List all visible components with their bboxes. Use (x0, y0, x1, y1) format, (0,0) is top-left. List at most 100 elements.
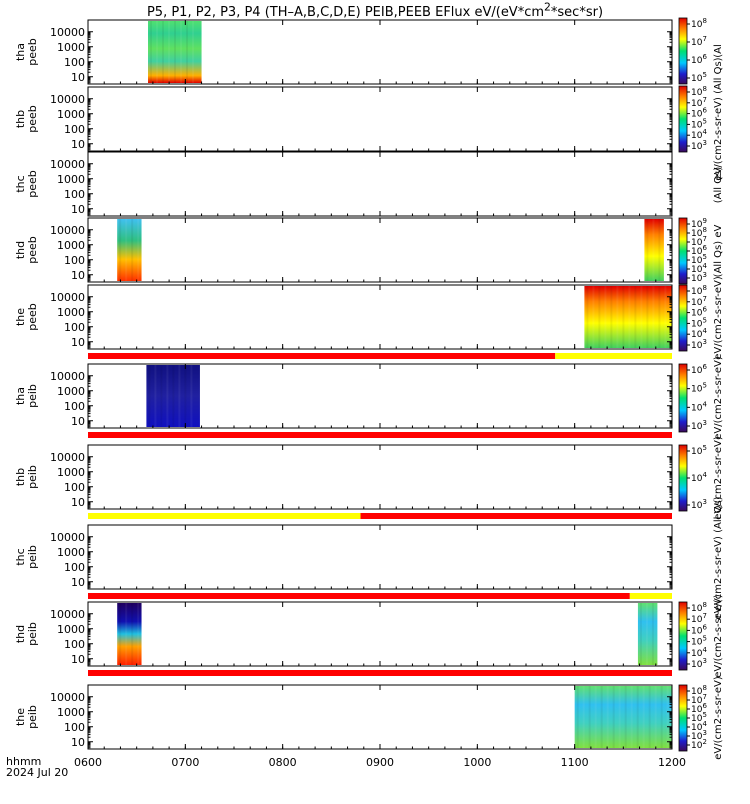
y-tick-label: 10000 (50, 608, 85, 621)
y-axis-label-instrument: peeb (26, 303, 39, 331)
spectrogram-texture (160, 365, 163, 427)
y-tick-label: 10 (71, 269, 85, 282)
colorbar-label: eV/(cm2-s-sr-eV) (713, 276, 724, 360)
colorbar-tick-exponent: 3 (702, 419, 706, 427)
colorbar-tick-exponent: 8 (702, 226, 706, 234)
colorbar-label: (All Qs) eV (713, 225, 724, 278)
spectrogram-block (146, 365, 200, 427)
y-tick-label: 10000 (50, 158, 85, 171)
panel-frame (87, 86, 673, 152)
spectrogram-texture (618, 686, 621, 748)
y-tick-label: 100 (64, 123, 85, 136)
colorbar (678, 284, 688, 352)
spectrogram-texture (174, 21, 177, 83)
y-axis-label-probe: thc (14, 548, 27, 565)
colorbar-label: eV/(cm2-s-sr-eV) (All Qs) (713, 496, 724, 619)
y-tick-label: 100 (64, 56, 85, 69)
colorbar-tick-label: 104 (691, 400, 707, 413)
colorbar-tick-exponent: 8 (702, 601, 706, 609)
colorbar-label: (Al (713, 44, 724, 58)
spectrogram-texture (628, 286, 631, 348)
flag-bar-segment (88, 432, 672, 438)
x-tick-label: 0700 (171, 756, 199, 769)
colorbar-tick-exponent: 8 (702, 684, 706, 692)
y-axis-label-probe: thb (14, 468, 27, 486)
y-tick-label: 10 (71, 576, 85, 589)
spectrogram-texture (652, 286, 655, 348)
spectrogram-texture (125, 219, 128, 281)
spectrogram-texture (137, 603, 140, 665)
spectrogram-texture (148, 365, 151, 427)
spectrogram-texture (178, 365, 181, 427)
colorbar-label: eV/(cm2-s-sr-eV) (All Qs) (713, 57, 724, 180)
colorbar-tick-exponent: 2 (702, 738, 706, 746)
y-tick-label: 1000 (57, 41, 85, 54)
colorbar-tick-label: 105 (691, 382, 707, 395)
y-tick-label: 100 (64, 481, 85, 494)
colorbar-tick-label: 106 (691, 363, 707, 376)
panel-frame (87, 524, 673, 590)
colorbar-tick-exponent: 5 (702, 316, 706, 324)
y-tick-label: 100 (64, 561, 85, 574)
colorbar-tick-exponent: 5 (702, 382, 706, 390)
spectrogram-texture (184, 365, 187, 427)
colorbar-tick-exponent: 6 (702, 53, 707, 61)
y-axis-label-instrument: peib (26, 545, 39, 569)
colorbar-tick-exponent: 3 (702, 271, 706, 279)
colorbar (678, 217, 688, 285)
colorbar (678, 17, 688, 85)
y-axis-label-probe: thd (14, 625, 27, 643)
y-tick-label: 10000 (50, 291, 85, 304)
spectrogram-texture (642, 686, 645, 748)
spectrogram-texture (666, 686, 669, 748)
spectrogram-block (637, 603, 658, 665)
colorbar-tick-exponent: 5 (702, 711, 706, 719)
colorbar-tick-exponent: 6 (702, 702, 707, 710)
colorbar-tick-label: 105 (691, 71, 707, 84)
colorbar (678, 85, 688, 153)
y-tick-label: 1000 (57, 546, 85, 559)
spectrogram-texture (658, 219, 661, 281)
colorbar-tick-exponent: 4 (702, 128, 707, 136)
spectrogram-texture (634, 286, 637, 348)
y-tick-label: 10000 (50, 26, 85, 39)
spectrogram-texture (604, 286, 607, 348)
panel-frame (87, 601, 673, 667)
spectrogram-block (117, 603, 142, 665)
spectrogram-texture (624, 686, 627, 748)
colorbar-tick-exponent: 5 (702, 117, 706, 125)
y-tick-label: 1000 (57, 466, 85, 479)
x-tick-label: 0600 (74, 756, 102, 769)
spectrogram-texture (654, 686, 657, 748)
spectrogram-texture (586, 286, 589, 348)
panel-thc-peib: 10 100 1000 10000 thc peib eV/(cm2-s-sr-eV) (A… (14, 496, 724, 619)
flag-bar-segment (360, 513, 672, 519)
colorbar-tick-label: 107 (691, 35, 707, 48)
colorbar-tick-exponent: 6 (702, 363, 707, 371)
spectrogram-texture (594, 686, 597, 748)
colorbar (678, 601, 688, 671)
colorbar-tick-exponent: 4 (702, 471, 707, 479)
spectrogram-texture (131, 219, 134, 281)
y-tick-label: 1000 (57, 706, 85, 719)
spectrogram-texture (658, 286, 661, 348)
spectrogram-texture (645, 603, 648, 665)
footer-time-label: hhmm 2024 Jul 20 (6, 756, 68, 778)
colorbar-label: eV/(cm2-s-sr-eV) (713, 356, 724, 440)
y-tick-label: 10000 (50, 224, 85, 237)
y-tick-label: 100 (64, 188, 85, 201)
y-tick-label: 10000 (50, 451, 85, 464)
spectrogram-texture (610, 286, 613, 348)
colorbar-tick-label: 103 (691, 498, 707, 511)
spectrogram-texture (651, 603, 654, 665)
panel-thc-peeb: 10 100 1000 10000 thc peeb (All Qs) (14, 151, 724, 217)
spectrogram-texture (150, 21, 153, 83)
y-axis-label-instrument: peib (26, 384, 39, 408)
x-tick-label: 1200 (658, 756, 686, 769)
colorbar-tick-exponent: 7 (702, 693, 706, 701)
y-axis-label-probe: thb (14, 110, 27, 128)
